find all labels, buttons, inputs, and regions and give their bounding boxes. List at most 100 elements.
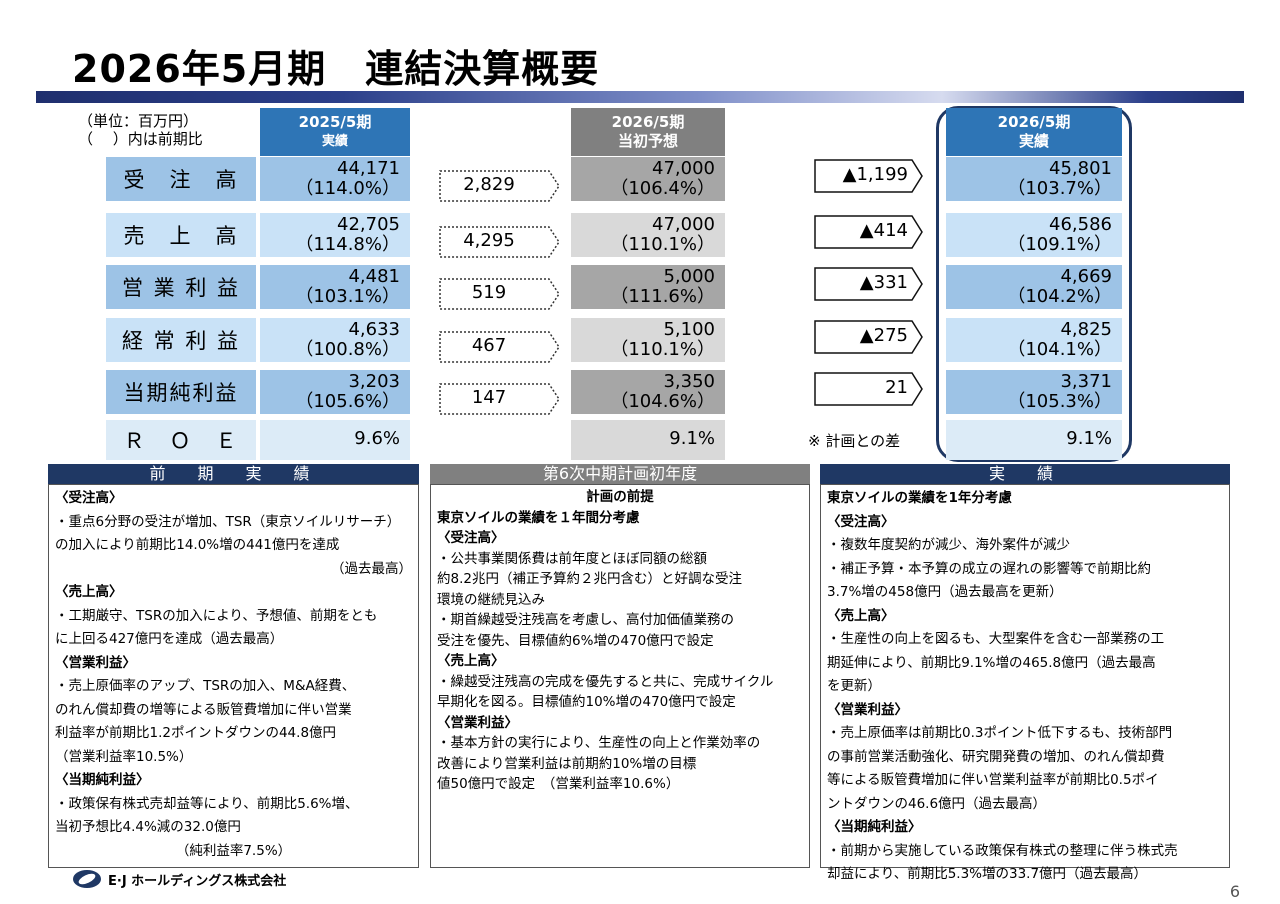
column-header-sub: 実績 (1018, 132, 1049, 150)
plan-ratio: （106.4%） (610, 178, 715, 199)
actual-amount: 4,825 (1060, 319, 1112, 340)
diff-arrow-plan: 467 (439, 331, 561, 363)
diff-arrow-actual: ▲331 (814, 267, 924, 301)
unit-note-line: （単位：百万円） (78, 112, 199, 130)
prev-ratio: （103.1%） (295, 286, 400, 307)
diff-arrow-actual: ▲1,199 (814, 159, 924, 193)
roe-plan: 9.1% (571, 420, 725, 460)
actual-ratio: （104.1%） (1007, 339, 1112, 360)
company-name: E·J ホールディングス株式会社 (108, 873, 287, 889)
plan-amount: 47,000 (652, 158, 715, 179)
prev-ratio: （100.8%） (295, 339, 400, 360)
panel-heading: 計画の前提 (586, 489, 654, 505)
roe-prev: 9.6% (260, 420, 410, 460)
panel-heading: 〈受注高〉 (437, 530, 505, 546)
plan-ratio: （110.1%） (610, 234, 715, 255)
prev-ratio: （114.8%） (295, 234, 400, 255)
panel-text-line: 早期化を図る。目標値約10%増の470億円で設定 (437, 694, 736, 710)
prev-amount: 4,633 (348, 319, 400, 340)
actual-amount: 4,669 (1060, 266, 1112, 287)
diff-note: ※ 計画との差 (808, 432, 901, 450)
panel-text-line: ・政策保有株式売却益等により、前期比5.6%増、 (55, 795, 359, 812)
panel-text-line: ・生産性の向上を図るも、大型案件を含む一部業務の工 (827, 631, 1165, 647)
plan-value: 5,000 （111.6%） (571, 265, 725, 309)
panel-text-line: ・複数年度契約が減少、海外案件が減少 (827, 537, 1070, 553)
roe-actual: 9.1% (946, 420, 1122, 460)
panel-text-line: ・繰越受注残高の完成を優先すると共に、完成サイクル (437, 673, 774, 690)
panel-text-line: （営業利益率10.5%） (55, 748, 193, 765)
panel-text-line: の事前営業活動強化、研究開発費の増加、のれん償却費 (827, 748, 1165, 765)
panel-heading: 〈当期純利益〉 (55, 772, 150, 788)
company-logo: E·J ホールディングス株式会社 (72, 868, 286, 890)
column-header-sub: 実績 (321, 134, 348, 149)
panel-text-line: 約8.2兆円（補正予算約２兆円含む）と好調な受注 (437, 571, 742, 587)
row-label: 経 常 利 益 (106, 318, 256, 362)
diff-plan-value: 519 (471, 282, 507, 303)
actual-amount: 3,371 (1060, 371, 1112, 392)
column-header-actual: 2026/5期 実績 (946, 108, 1122, 156)
plan-value: 5,100 （110.1%） (571, 318, 725, 362)
row-label: 営 業 利 益 (106, 265, 256, 309)
diff-arrow-actual: ▲275 (814, 320, 924, 354)
plan-value: 47,000 （106.4%） (571, 157, 725, 201)
panel-text-line: 値50億円で設定 （営業利益率10.6%） (437, 776, 680, 792)
plan-ratio: （104.6%） (610, 391, 715, 412)
panel-heading: 東京ソイルの業績を１年間分考慮 (437, 509, 640, 526)
row-label: 当期純利益 (106, 370, 256, 414)
panel-text-line: ・工期厳守、TSRの加入により、予想値、前期をとも (55, 607, 378, 624)
prev-value: 4,481 （103.1%） (260, 265, 410, 309)
panel-heading: 〈当期純利益〉 (827, 819, 922, 835)
column-header-year: 2025/5期 (298, 113, 372, 131)
panel-text-line: ・基本方針の実行により、生産性の向上と作業効率の (437, 735, 761, 751)
panel-heading: 〈営業利益〉 (55, 654, 136, 671)
diff-plan-value: 147 (471, 387, 507, 408)
page-number: 6 (1229, 882, 1240, 901)
prev-amount: 44,171 (337, 158, 400, 179)
panel-text-line: の加入により前期比14.0%増の441億円を達成 (55, 537, 340, 553)
plan-amount: 5,100 (663, 319, 715, 340)
panel-text-line: のれん償却費の増等による販管費増加に伴い営業 (55, 701, 352, 718)
prev-value: 42,705 （114.8%） (260, 213, 410, 257)
title-underline-bar (36, 91, 1244, 103)
column-header-sub: 当初予想 (617, 132, 678, 150)
diff-arrow-plan: 519 (439, 278, 561, 310)
unit-note-line: （ ）内は前期比 (78, 130, 203, 148)
panel-text-line: ・公共事業関係費は前年度とほぼ同額の総額 (437, 550, 707, 567)
actual-ratio: （104.2%） (1007, 286, 1112, 307)
panel-text-line: ・重点6分野の受注が増加、TSR（東京ソイルリサーチ） (55, 513, 401, 530)
panel-text-line: に上回る427億円を達成（過去最高） (55, 631, 284, 647)
actual-amount: 46,586 (1049, 214, 1112, 235)
panel-text-line: を更新） (827, 678, 881, 694)
prev-amount: 42,705 (337, 214, 400, 235)
panel-text-line: 当初予想比4.4%減の32.0億円 (55, 819, 241, 835)
panel-text-line: ・売上原価率のアップ、TSRの加入、M&A経費、 (55, 678, 356, 694)
plan-value: 47,000 （110.1%） (571, 213, 725, 257)
unit-note: （単位：百万円） （ ）内は前期比 (78, 112, 203, 148)
plan-ratio: （110.1%） (610, 339, 715, 360)
panel-text-line: 3.7%増の458億円（過去最高を更新） (827, 584, 1063, 600)
panel-text-line: 改善により営業利益は前期約10%増の目標 (437, 755, 697, 772)
actual-value: 45,801 （103.7%） (946, 157, 1122, 201)
diff-arrow-actual: ▲414 (814, 215, 924, 249)
column-header-year: 2026/5期 (611, 113, 685, 131)
prev-value: 44,171 （114.0%） (260, 157, 410, 201)
actual-value: 3,371 （105.3%） (946, 370, 1122, 414)
panel-text-line: （過去最高） (331, 560, 412, 577)
diff-actual-value: ▲275 (859, 325, 908, 346)
panel-text-line: ントダウンの46.6億円（過去最高） (827, 795, 1047, 812)
actual-value: 4,669 （104.2%） (946, 265, 1122, 309)
plan-value: 3,350 （104.6%） (571, 370, 725, 414)
plan-amount: 47,000 (652, 214, 715, 235)
panel-header-prev: 前 期 実 績 (48, 464, 419, 484)
row-label-roe: Ｒ Ｏ Ｅ (106, 420, 256, 460)
panel-heading: 〈営業利益〉 (827, 701, 908, 718)
actual-column-frame (936, 106, 1132, 462)
diff-arrow-plan: 2,829 (439, 170, 561, 202)
panel-text-line: 環境の継続見込み (437, 591, 545, 608)
panel-heading: 〈売上高〉 (55, 584, 123, 600)
panel-text-line: ・売上原価率は前期比0.3ポイント低下するも、技術部門 (827, 725, 1173, 741)
diff-actual-value: ▲331 (859, 272, 908, 293)
logo-mark-icon (73, 870, 101, 888)
column-header-plan: 2026/5期 当初予想 (571, 108, 725, 156)
diff-plan-value: 2,829 (463, 174, 515, 195)
